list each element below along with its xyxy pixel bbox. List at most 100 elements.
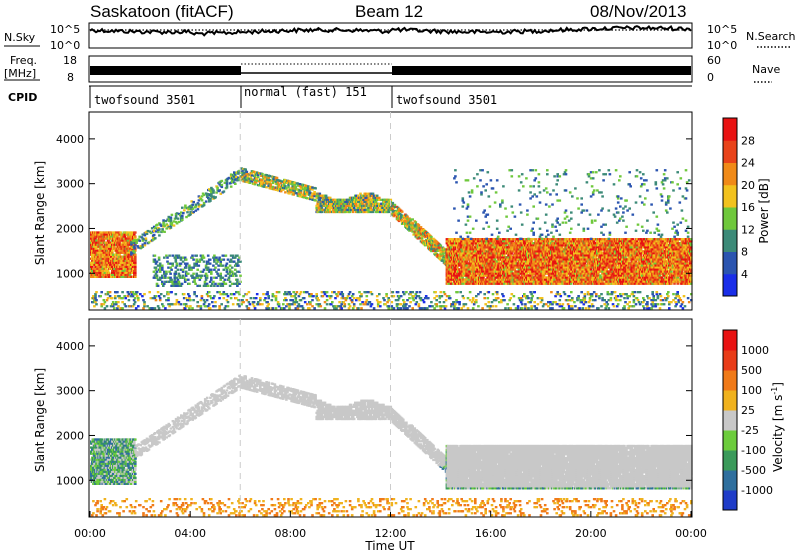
range-gate-cell (189, 213, 192, 216)
range-gate-cell (359, 202, 362, 205)
range-gate-cell (133, 247, 136, 250)
range-gate-cell (360, 196, 363, 199)
range-gate-cell (102, 239, 106, 242)
range-gate-cell (355, 202, 358, 205)
range-gate-cell (94, 235, 97, 238)
range-gate-cell (335, 206, 338, 209)
range-gate-cell (245, 170, 249, 173)
range-gate-cell (361, 202, 364, 205)
range-gate-cell (143, 244, 147, 247)
range-gate-cell (127, 235, 131, 238)
freq-label-line2: [MHz] (4, 67, 36, 80)
range-gate-cell (202, 203, 206, 207)
range-gate-cell (355, 198, 358, 201)
range-gate-cell (261, 179, 264, 182)
range-gate-cell (244, 178, 247, 181)
range-gate-cell (363, 206, 366, 209)
range-gate-cell (344, 210, 348, 214)
range-gate-cell (393, 203, 397, 207)
range-gate-cell (439, 244, 443, 247)
range-gate-cell (414, 221, 418, 224)
range-gate-cell (272, 178, 276, 181)
range-gate-cell (514, 260, 518, 263)
range-gate-cell (125, 247, 129, 250)
range-gate-cell (348, 210, 352, 214)
range-gate-cell (293, 189, 297, 192)
range-gate-cell (261, 172, 264, 176)
range-gate-cell (253, 179, 257, 182)
range-gate-cell (172, 220, 176, 223)
range-gate-cell (351, 210, 355, 214)
range-gate-cell (376, 206, 380, 209)
range-gate-cell (136, 245, 139, 248)
range-gate-cell (130, 243, 133, 246)
range-gate-cell (128, 247, 132, 250)
range-gate-cell (144, 237, 148, 240)
range-gate-cell (266, 180, 269, 183)
range-gate-cell (116, 267, 119, 270)
range-gate-cell (90, 275, 93, 278)
range-gate-cell (122, 251, 126, 254)
range-gate-cell (264, 177, 267, 181)
noise-left-tick-bottom: 10^0 (50, 39, 80, 52)
range-gate-cell (316, 202, 319, 205)
range-gate-cell (137, 238, 140, 241)
range-gate-cell (190, 206, 193, 209)
range-gate-cell (511, 240, 514, 243)
range-gate-cell (115, 231, 118, 234)
range-gate-cell (351, 208, 355, 212)
range-gate-cell (225, 180, 229, 183)
range-gate-cell (267, 176, 270, 179)
range-gate-cell (264, 175, 267, 179)
range-gate-cell (298, 195, 302, 198)
range-gate-cell (192, 200, 195, 204)
range-gate-cell (197, 199, 201, 202)
range-gate-cell (107, 239, 111, 242)
range-gate-cell (367, 206, 371, 209)
range-gate-cell (374, 200, 378, 203)
range-gate-cell (241, 173, 244, 176)
range-gate-cell (369, 206, 373, 209)
range-gate-cell (503, 254, 506, 257)
range-gate-cell (300, 193, 304, 196)
range-gate-cell (294, 185, 298, 189)
range-gate-cell (583, 262, 586, 265)
range-gate-cell (176, 217, 180, 220)
range-gate-cell (170, 221, 174, 224)
range-gate-cell (212, 191, 215, 194)
range-gate-cell (375, 210, 379, 214)
range-gate-cell (97, 251, 100, 254)
range-gate-cell (233, 177, 236, 180)
range-gate-cell (204, 200, 208, 203)
range-gate-cell (145, 232, 149, 235)
range-gate-cell (324, 194, 328, 197)
range-gate-cell (349, 202, 353, 205)
range-gate-cell (199, 197, 203, 201)
range-gate-cell (334, 198, 337, 201)
freq-panel-frame (88, 55, 693, 83)
range-gate-cell (93, 241, 96, 244)
range-gate-cell (92, 235, 95, 238)
range-gate-cell (115, 259, 118, 262)
freq-block-2 (392, 66, 691, 75)
range-gate-cell (91, 259, 94, 262)
range-gate-cell (313, 195, 316, 198)
range-gate-cell (198, 196, 202, 199)
range-gate-cell (134, 235, 137, 238)
range-gate-cell (291, 185, 294, 188)
range-gate-cell (116, 263, 119, 266)
range-gate-cell (325, 198, 329, 201)
range-gate-cell (330, 200, 333, 203)
range-gate-cell (320, 206, 324, 209)
range-gate-cell (194, 209, 198, 212)
range-gate-cell (162, 223, 165, 226)
range-gate-cell (116, 233, 119, 236)
range-gate-cell (194, 203, 198, 206)
range-gate-cell (100, 243, 104, 246)
range-gate-cell (357, 194, 360, 197)
range-gate-cell (128, 233, 132, 236)
range-gate-cell (133, 245, 136, 248)
range-gate-cell (114, 233, 117, 236)
range-gate-cell (253, 175, 257, 178)
